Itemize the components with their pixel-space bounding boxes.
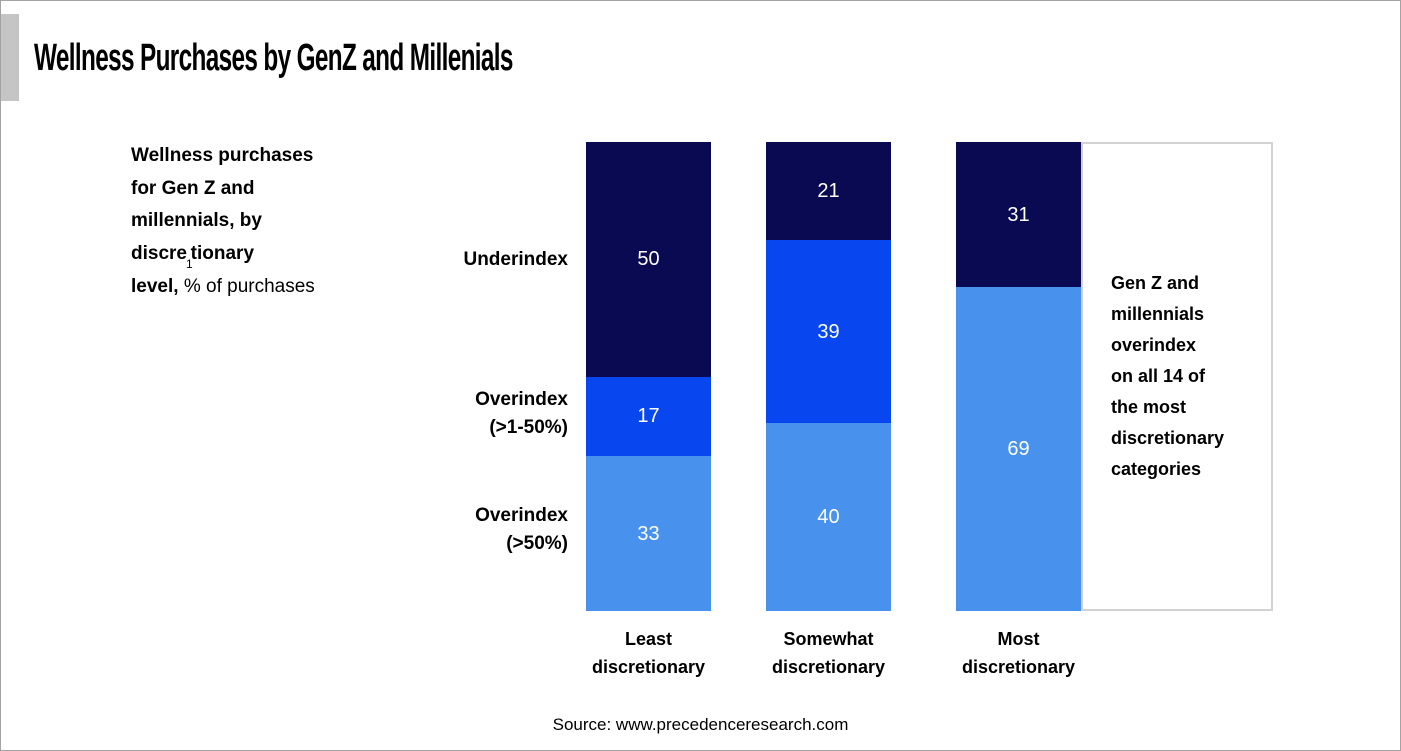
- description-text-bold: tionary: [190, 242, 255, 264]
- bar-segment-light_blue: 40: [766, 423, 891, 611]
- annotation-line: discretionary: [1111, 428, 1225, 448]
- category-label-line: Least: [624, 629, 673, 649]
- description-line: millennials, by: [131, 205, 391, 238]
- category-label-line: Somewhat: [783, 629, 874, 649]
- category-label-line: discretionary: [771, 657, 886, 677]
- bar-value-label: 17: [637, 405, 660, 428]
- annotation-line: overindex: [1111, 335, 1197, 355]
- row-label-underindex: Underindex: [381, 246, 568, 274]
- description-text-regular: % of purchases: [178, 276, 315, 297]
- row-label-line: Overindex: [475, 389, 568, 410]
- description-line: for Gen Z and: [131, 173, 391, 206]
- annotation-line: Gen Z and: [1111, 273, 1200, 293]
- bar-segment-bright_blue: 17: [586, 376, 711, 457]
- page-title: Wellness Purchases by GenZ and Millenial…: [34, 37, 513, 79]
- source-citation: Source: www.precedenceresearch.com: [552, 715, 849, 734]
- annotation-line: categories: [1111, 459, 1202, 479]
- title-accent-bar: [1, 14, 19, 101]
- annotation-line: the most: [1111, 397, 1187, 417]
- footnote-marker: 1: [185, 256, 193, 271]
- category-label-1: Least discretionary: [539, 625, 759, 681]
- row-label-line: Underindex: [463, 249, 568, 270]
- category-label-3: Most discretionary: [909, 625, 1129, 681]
- category-label-2: Somewhat discretionary: [719, 625, 939, 681]
- bar-segment-light_blue: 69: [956, 287, 1081, 611]
- bar-value-label: 31: [1007, 203, 1030, 226]
- row-label-line: (>50%): [506, 533, 568, 554]
- stacked-bar-2: 21 39 40: [766, 142, 891, 611]
- description-text-bold: for Gen Z and: [131, 177, 255, 199]
- category-label-line: discretionary: [961, 657, 1076, 677]
- bar-segment-navy: 50: [586, 142, 711, 377]
- description-line: level, % of purchases: [131, 271, 391, 304]
- bar-segment-bright_blue: 39: [766, 240, 891, 424]
- row-label-line: (>1-50%): [489, 417, 568, 438]
- row-label-overindex-2: Overindex (>50%): [381, 502, 568, 558]
- annotation-line: millennials: [1111, 304, 1205, 324]
- description-line: Wellness purchases: [131, 140, 391, 173]
- chart-description: Wellness purchases for Gen Z and millennia…: [131, 140, 391, 304]
- description-text-bold: millennials, by: [131, 210, 262, 231]
- description-text-bold: discre: [131, 242, 187, 264]
- bar-segment-navy: 21: [766, 142, 891, 241]
- bar-value-label: 50: [637, 248, 660, 271]
- annotation-line: on all 14 of: [1111, 366, 1206, 386]
- description-text-bold: level,: [131, 276, 179, 297]
- row-label-overindex-1: Overindex (>1-50%): [381, 386, 568, 442]
- stacked-bar-1: 50 17 33: [586, 142, 711, 611]
- bar-value-label: 39: [817, 320, 840, 343]
- category-label-line: Most: [997, 629, 1040, 649]
- description-line: discre1tionary: [131, 238, 391, 272]
- bar-value-label: 40: [817, 506, 840, 529]
- row-label-line: Overindex: [475, 505, 568, 526]
- bar-value-label: 69: [1007, 438, 1030, 461]
- bar-value-label: 33: [637, 522, 660, 545]
- bar-segment-navy: 31: [956, 142, 1081, 288]
- description-text-bold: Wellness purchases: [131, 145, 314, 166]
- category-label-line: discretionary: [591, 657, 706, 677]
- annotation-callout-box: Gen Z and millennials overindex on all 14 o…: [1081, 142, 1273, 611]
- bar-value-label: 21: [817, 180, 840, 203]
- bar-segment-light_blue: 33: [586, 456, 711, 611]
- stacked-bar-3: 31 69: [956, 142, 1081, 611]
